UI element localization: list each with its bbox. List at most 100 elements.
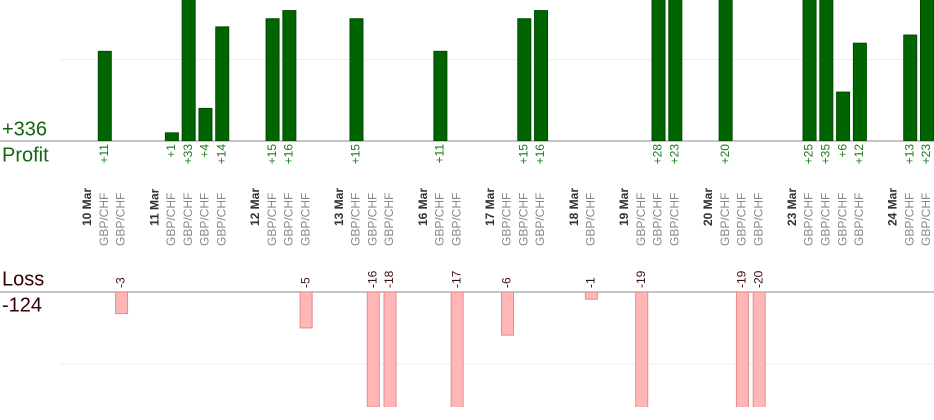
loss-label: -3 (114, 277, 128, 288)
profit-label: +12 (852, 144, 866, 165)
loss-bar (501, 292, 514, 336)
date-label: 10 Mar (80, 188, 94, 226)
loss-label: -18 (382, 270, 396, 288)
profit-label: +14 (214, 144, 228, 165)
date-label: 20 Mar (701, 188, 715, 226)
symbol-label: GBP/CHF (282, 193, 296, 246)
symbol-label: GBP/CHF (500, 193, 514, 246)
loss-title: Loss (2, 268, 44, 290)
symbol-label: GBP/CHF (919, 193, 933, 246)
loss-label: -20 (751, 270, 765, 288)
profit-bar (349, 18, 364, 141)
profit-label: +1 (164, 144, 178, 158)
profit-label: +28 (651, 144, 665, 165)
loss-bar (366, 292, 380, 407)
symbol-label: GBP/CHF (718, 193, 732, 246)
symbol-label: GBP/CHF (651, 193, 665, 246)
symbol-label: GBP/CHF (533, 193, 547, 246)
loss-total: -124 (2, 294, 42, 316)
loss-label: -19 (735, 270, 749, 288)
profit-bar (819, 0, 834, 141)
profit-label: +20 (718, 144, 732, 165)
profit-bar (718, 0, 733, 141)
loss-bar (752, 292, 766, 407)
symbol-label: GBP/CHF (584, 193, 598, 246)
symbol-label: GBP/CHF (298, 193, 312, 246)
loss-bar (735, 292, 749, 407)
date-label: 11 Mar (147, 188, 161, 226)
profit-bar (651, 0, 666, 141)
date-label: 16 Mar (416, 188, 430, 226)
profit-bar (198, 107, 213, 141)
profit-bar (903, 34, 918, 141)
loss-bar (115, 292, 129, 315)
symbol-label: GBP/CHF (198, 193, 212, 246)
profit-bar (215, 26, 230, 141)
profit-label: +23 (667, 144, 681, 165)
symbol-label: GBP/CHF (114, 193, 128, 246)
profit-bar (282, 10, 297, 141)
profit-title: Profit (2, 144, 49, 166)
symbol-label: GBP/CHF (852, 193, 866, 246)
profit-label: +11 (97, 144, 111, 164)
loss-label: -6 (500, 277, 514, 288)
date-label: 24 Mar (886, 188, 900, 226)
date-label: 17 Mar (483, 188, 497, 226)
profit-bar (668, 0, 683, 141)
loss-label: -1 (584, 277, 598, 288)
profit-label: +15 (265, 144, 279, 165)
symbol-label: GBP/CHF (265, 193, 279, 246)
symbol-label: GBP/CHF (349, 193, 363, 246)
loss-label: -16 (365, 270, 379, 288)
profit-bar (802, 0, 817, 141)
symbol-label: GBP/CHF (835, 193, 849, 246)
symbol-label: GBP/CHF (634, 193, 648, 246)
profit-label: +15 (516, 144, 530, 165)
date-label: 18 Mar (567, 188, 581, 226)
profit-label: +11 (433, 144, 447, 164)
profit-label: +4 (198, 144, 212, 158)
symbol-label: GBP/CHF (667, 193, 681, 246)
profit-label: +33 (181, 144, 195, 165)
profit-bar (181, 0, 196, 141)
profit-label: +25 (802, 144, 816, 165)
symbol-label: GBP/CHF (802, 193, 816, 246)
profit-label: +16 (533, 144, 547, 165)
profit-bar (920, 0, 934, 141)
profit-bars (97, 0, 934, 141)
symbol-label: GBP/CHF (449, 193, 463, 246)
symbol-label: GBP/CHF (97, 193, 111, 246)
date-label: 19 Mar (617, 188, 631, 226)
profit-label: +16 (282, 144, 296, 165)
symbol-label: GBP/CHF (818, 193, 832, 246)
symbol-label: GBP/CHF (433, 193, 447, 246)
loss-label: -5 (298, 277, 312, 288)
symbol-label: GBP/CHF (181, 193, 195, 246)
profit-bar (164, 132, 179, 141)
profit-label: +6 (835, 144, 849, 158)
loss-label: -17 (449, 270, 463, 288)
symbol-label: GBP/CHF (516, 193, 530, 246)
loss-bar (450, 292, 464, 407)
symbol-label: GBP/CHF (214, 193, 228, 246)
loss-bars (115, 292, 766, 407)
symbol-label: GBP/CHF (164, 193, 178, 246)
profit-bar (852, 42, 867, 141)
profit-total: +336 (2, 118, 47, 140)
loss-bar (299, 292, 313, 329)
date-label: 12 Mar (248, 188, 262, 226)
symbol-label: GBP/CHF (751, 193, 765, 246)
symbol-label: GBP/CHF (382, 193, 396, 246)
profit-label: +13 (902, 144, 916, 165)
symbol-label: GBP/CHF (365, 193, 379, 246)
symbol-label: GBP/CHF (902, 193, 916, 246)
profit-bar (534, 10, 549, 141)
profit-bar (265, 18, 280, 141)
loss-label: -19 (634, 270, 648, 288)
loss-bar (383, 292, 397, 407)
profit-bar (517, 18, 532, 141)
profit-label: +15 (349, 144, 363, 165)
profit-bar (836, 91, 851, 141)
profit-label: +35 (818, 144, 832, 165)
